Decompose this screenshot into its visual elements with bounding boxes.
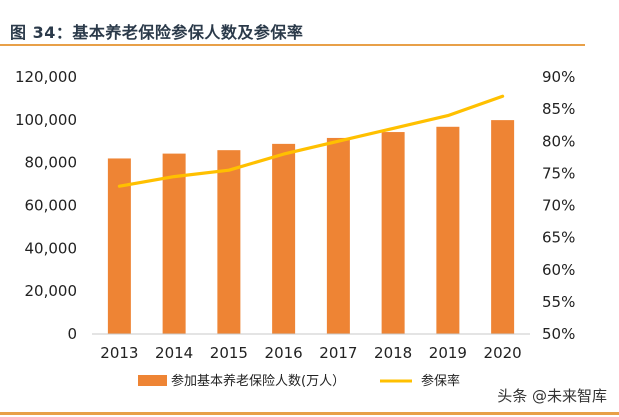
line-series [117,94,505,188]
right-tick-label: 85% [542,100,575,118]
left-tick-label: 40,000 [25,239,78,257]
left-tick-label: 120,000 [15,68,77,86]
legend-line-label: 参保率 [421,373,460,389]
left-tick-label: 80,000 [25,154,78,172]
x-tick-label: 2013 [100,344,138,362]
bar-2016 [272,143,296,334]
bar-2015 [217,150,241,334]
legend-bar-label: 参加基本养老保险人数(万人） [171,373,345,389]
right-tick-label: 90% [542,68,575,86]
bar-2019 [436,126,460,334]
watermark: 头条 @未来智库 [497,387,607,405]
left-tick-label: 0 [67,325,77,343]
x-tick-label: 2016 [265,344,303,362]
right-tick-label: 55% [542,293,575,311]
left-tick-label: 100,000 [15,111,77,129]
bar-2017 [326,137,350,334]
bar-2020 [491,120,515,334]
right-tick-label: 60% [542,261,575,279]
left-tick-label: 60,000 [25,197,78,215]
right-axis-ticks: 50% 55% 60% 65% 70% 75% 80% 85% 90% [542,68,575,343]
legend: 参加基本养老保险人数(万人） 参保率 [138,373,460,389]
legend-bar-swatch [138,375,167,386]
right-tick-label: 70% [542,197,575,215]
x-tick-label: 2014 [155,344,193,362]
right-tick-label: 80% [542,132,575,150]
x-tick-label: 2019 [429,344,467,362]
bar-2018 [381,132,405,334]
x-axis-ticks: 2013 2014 2015 2016 2017 2018 2019 2020 [100,344,521,362]
x-tick-label: 2018 [374,344,412,362]
x-tick-label: 2015 [210,344,248,362]
left-axis-ticks: 0 20,000 40,000 60,000 80,000 100,000 120,000 [15,68,77,343]
right-tick-label: 75% [542,164,575,182]
x-tick-label: 2017 [319,344,357,362]
bottom-divider [0,412,619,415]
left-tick-label: 20,000 [25,282,78,300]
right-tick-label: 50% [542,325,575,343]
bar-2013 [107,158,131,334]
coverage-rate-line [117,94,505,188]
title-divider [0,44,585,46]
bar-2014 [162,153,186,334]
x-tick-label: 2020 [484,344,522,362]
bar-series [107,120,515,334]
right-tick-label: 65% [542,229,575,247]
figure-title: 图 34：基本养老保险参保人数及参保率 [10,23,304,42]
